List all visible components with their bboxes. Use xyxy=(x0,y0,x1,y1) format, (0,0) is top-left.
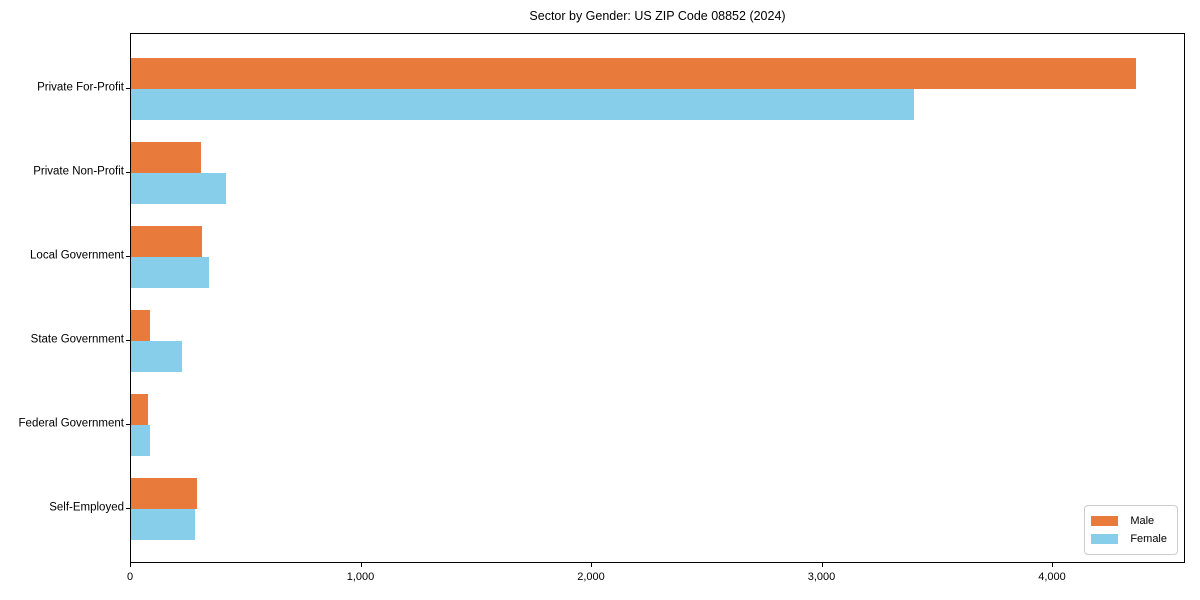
legend-label-male: Male xyxy=(1130,514,1155,527)
x-tick-label-4-000: 4,000 xyxy=(1038,571,1066,583)
bar-female-private-for-profit xyxy=(131,89,914,120)
y-axis-label-state-government: State Government xyxy=(30,333,124,346)
y-tick-private-for-profit xyxy=(126,88,130,89)
bar-male-self-employed xyxy=(131,478,197,509)
x-tick-label-1-000: 1,000 xyxy=(346,571,375,583)
bar-male-private-non-profit xyxy=(131,142,202,173)
y-tick-state-government xyxy=(126,340,130,341)
bar-female-state-government xyxy=(131,341,182,372)
y-tick-private-non-profit xyxy=(126,172,130,173)
legend-swatch-female-icon xyxy=(1091,534,1119,544)
y-axis-label-private-for-profit: Private For-Profit xyxy=(37,81,124,94)
legend-swatch-male-icon xyxy=(1091,516,1119,526)
x-tick-label-3-000: 3,000 xyxy=(807,571,836,583)
bar-male-federal-government xyxy=(131,394,149,425)
legend: Male Female xyxy=(1084,505,1178,555)
bar-female-federal-government xyxy=(131,425,150,456)
y-axis-label-federal-government: Federal Government xyxy=(18,417,124,430)
plot-area: Male Female xyxy=(130,33,1185,563)
chart-title: Sector by Gender: US ZIP Code 08852 (202… xyxy=(529,9,786,23)
bar-male-private-for-profit xyxy=(131,58,1136,89)
x-tick-2-000 xyxy=(591,563,592,567)
bar-female-local-government xyxy=(131,257,210,288)
x-tick-1-000 xyxy=(360,563,362,567)
legend-item-male: Male xyxy=(1091,512,1167,530)
x-tick-4-000 xyxy=(1052,563,1053,567)
y-tick-self-employed xyxy=(126,508,130,509)
legend-item-female: Female xyxy=(1091,530,1167,548)
y-tick-federal-government xyxy=(126,424,130,425)
bar-female-private-non-profit xyxy=(131,173,226,204)
legend-label-female: Female xyxy=(1130,532,1167,545)
x-tick-0 xyxy=(130,563,131,567)
bar-male-local-government xyxy=(131,226,202,257)
y-axis-label-private-non-profit: Private Non-Profit xyxy=(33,165,124,178)
x-tick-label-0: 0 xyxy=(126,571,134,583)
x-tick-label-2-000: 2,000 xyxy=(577,571,605,583)
bar-female-self-employed xyxy=(131,509,195,540)
y-axis-label-local-government: Local Government xyxy=(30,249,124,262)
x-tick-3-000 xyxy=(821,563,823,567)
y-tick-local-government xyxy=(126,256,130,257)
bar-male-state-government xyxy=(131,310,150,341)
y-axis-label-self-employed: Self-Employed xyxy=(49,501,124,514)
